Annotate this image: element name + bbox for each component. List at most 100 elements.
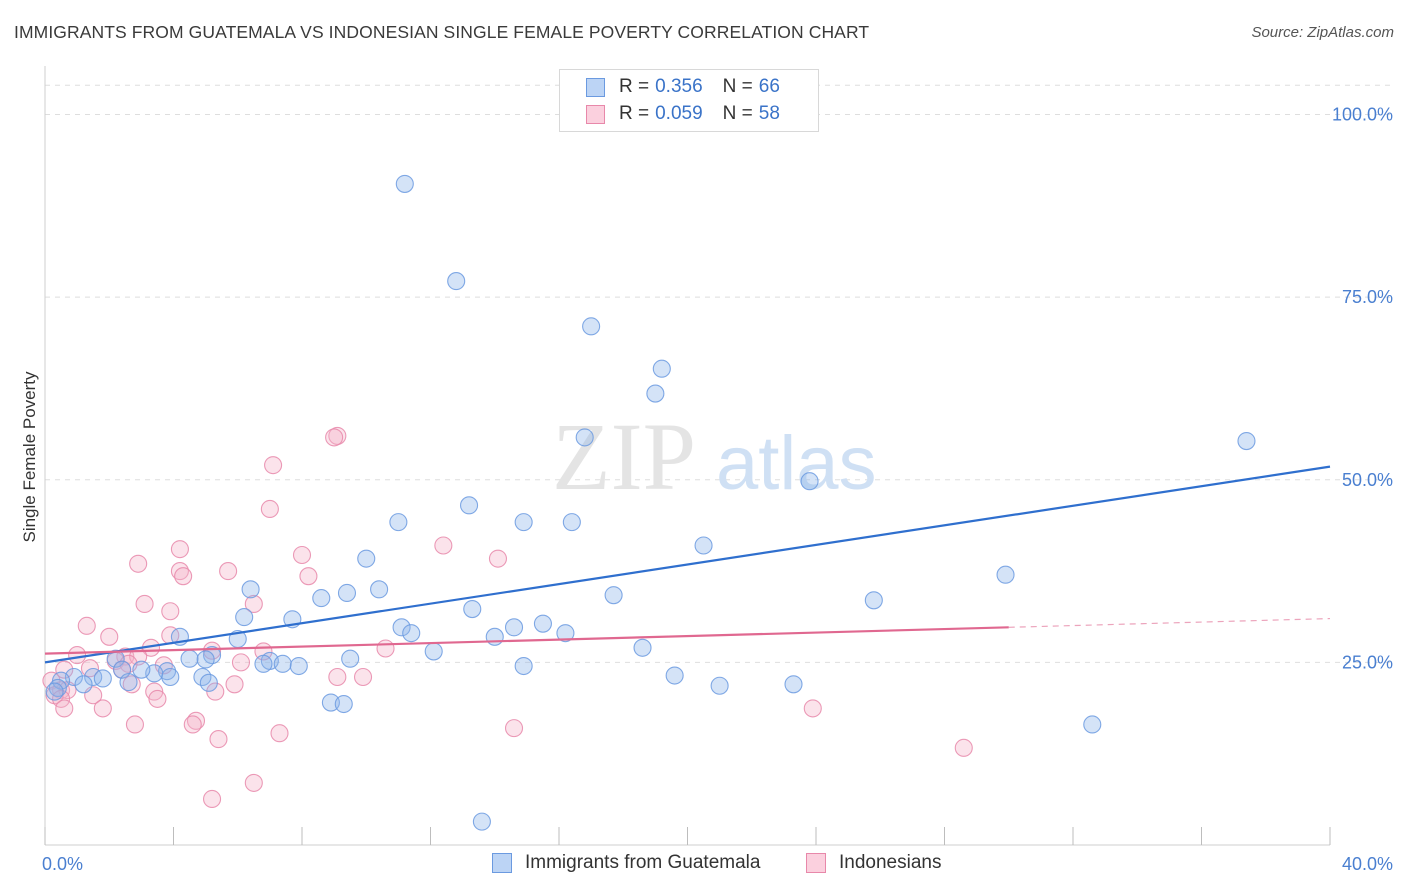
indonesians-point — [219, 562, 238, 581]
indonesians-point — [68, 646, 87, 665]
legend-n-value: 66 — [758, 76, 780, 97]
indonesians-trend-line — [44, 626, 1009, 655]
guatemala-point — [392, 618, 411, 637]
guatemala-point — [784, 675, 803, 694]
series-guatemala — [45, 174, 1256, 831]
series-indonesians — [42, 426, 973, 809]
guatemala-point — [864, 591, 883, 610]
guatemala-point — [161, 667, 180, 687]
legend-r-value: 0.356 — [655, 76, 703, 97]
indonesians-point — [122, 675, 141, 694]
indonesians-point — [434, 536, 453, 555]
guatemala-point — [334, 694, 353, 714]
y-tick-label: 50.0% — [1342, 470, 1393, 490]
guatemala-point — [199, 673, 218, 692]
indonesians-point — [376, 639, 395, 658]
guatemala-point — [196, 650, 215, 669]
trend-lines — [44, 465, 1331, 664]
indonesians-point — [170, 562, 189, 581]
guatemala-point — [652, 359, 671, 378]
watermark-atlas: atlas — [716, 421, 877, 506]
guatemala-point — [694, 536, 713, 555]
indonesians-point — [135, 594, 154, 613]
guatemala-point — [74, 675, 93, 694]
guatemala-point — [241, 580, 260, 599]
guatemala-point — [646, 384, 665, 403]
guatemala-point — [235, 608, 254, 627]
tick-labels: 25.0% 50.0% 75.0% 100.0% 0.0% 40.0% — [42, 105, 1393, 874]
guatemala-point — [996, 565, 1015, 584]
guatemala-point — [1237, 431, 1256, 451]
guatemala-point — [447, 272, 466, 291]
guatemala-trend-line — [44, 465, 1331, 664]
guatemala-point — [289, 656, 308, 676]
indonesians-point — [170, 540, 189, 559]
indonesians-point — [93, 699, 112, 718]
indonesians-point — [148, 689, 167, 708]
grid-lines — [45, 84, 1392, 663]
legend-n-value: 58 — [758, 103, 780, 124]
legend-item-guatemala[interactable]: Immigrants from Guatemala — [492, 852, 760, 874]
guatemala-point — [633, 638, 652, 657]
guatemala-point — [556, 624, 575, 643]
indonesians-point — [161, 602, 180, 621]
x-tick-label: 0.0% — [42, 854, 83, 874]
guatemala-point — [93, 669, 112, 688]
guatemala-point — [132, 660, 151, 679]
legend-swatch-indonesians — [806, 853, 826, 873]
indonesians-point — [328, 667, 347, 687]
guatemala-point — [514, 513, 533, 532]
legend-row-guatemala: R = 0.356 N = 66 — [586, 74, 780, 100]
guatemala-point — [45, 682, 64, 701]
guatemala-point — [106, 649, 125, 668]
guatemala-point — [395, 174, 414, 193]
indonesians-point — [244, 773, 263, 792]
indonesians-point — [125, 715, 144, 734]
indonesians-point — [183, 715, 202, 734]
indonesians-point — [504, 719, 524, 738]
legend-item-indonesians[interactable]: Indonesians — [806, 852, 941, 874]
guatemala-point — [533, 614, 552, 633]
guatemala-point — [562, 513, 581, 532]
indonesians-point — [129, 554, 148, 573]
watermark-zip: ZIP — [552, 403, 696, 510]
chart-title: IMMIGRANTS FROM GUATEMALA VS INDONESIAN … — [14, 22, 870, 42]
guatemala-point — [665, 666, 684, 685]
y-tick-label: 25.0% — [1342, 652, 1393, 672]
indonesians-point — [244, 594, 263, 613]
guatemala-point — [504, 618, 524, 637]
legend-n-label: N = — [722, 103, 753, 124]
axes — [44, 66, 1331, 846]
guatemala-point — [389, 513, 408, 532]
indonesians-point — [325, 428, 344, 447]
indonesians-point — [260, 499, 279, 519]
indonesians-point — [292, 545, 312, 565]
guatemala-point — [463, 600, 482, 619]
x-tick-label: 40.0% — [1342, 854, 1393, 874]
indonesians-point — [270, 724, 289, 743]
guatemala-point — [582, 317, 601, 336]
guatemala-point — [1083, 715, 1102, 734]
legend-swatch-guatemala — [586, 77, 605, 97]
guatemala-point — [180, 649, 199, 668]
y-tick-label: 75.0% — [1342, 287, 1393, 307]
source-label: Source: ZipAtlas.com — [1251, 24, 1394, 41]
legend-r-label: R = — [619, 103, 650, 124]
guatemala-point — [337, 583, 357, 603]
indonesians-point — [55, 699, 74, 718]
y-tick-label: 100.0% — [1332, 105, 1393, 125]
guatemala-point — [800, 472, 819, 491]
guatemala-point — [485, 627, 504, 646]
legend-swatch-guatemala — [492, 853, 512, 873]
stats-legend: R = 0.356 N = 66 R = 0.059 N = 58 — [559, 69, 819, 132]
indonesians-point — [203, 789, 222, 809]
legend-r-label: R = — [619, 76, 650, 97]
indonesians-point — [488, 549, 508, 568]
legend-r-value: 0.059 — [655, 103, 703, 124]
guatemala-point — [604, 586, 623, 605]
guatemala-point — [273, 654, 292, 673]
guatemala-point — [575, 428, 594, 447]
guatemala-point — [459, 496, 479, 515]
indonesians-point — [77, 616, 96, 635]
